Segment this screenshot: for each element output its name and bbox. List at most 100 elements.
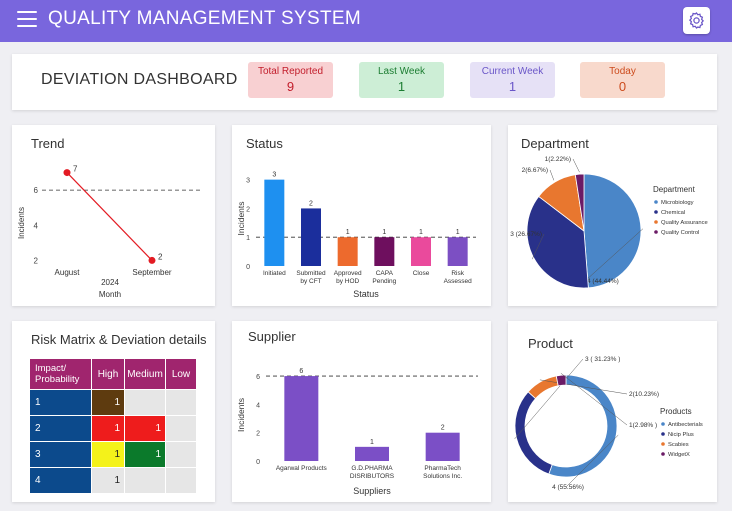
risk-row: 1 1 (29, 389, 197, 416)
legend-marker (654, 230, 658, 234)
risk-cell[interactable]: 1 (124, 415, 166, 442)
risk-cell[interactable] (124, 467, 166, 494)
x-tick-label: Submitted (296, 270, 326, 277)
legend-marker (661, 432, 665, 436)
supplier-chart: 0 2 4 6 6 Agarwal Products 1 G.D.PHARMADISRIBUT… (236, 368, 478, 496)
x-tick-label: Initiated (263, 270, 286, 277)
x-tick-label: PharmaTech (424, 465, 461, 472)
risk-cell[interactable] (124, 389, 166, 416)
department-chart: 4 (44.44%) 3 (26.67%) 2(6.67%) 1(2.22%) Depa… (510, 156, 708, 289)
slice-label: 4 (44.44%) (587, 278, 619, 285)
stat-current-week[interactable]: Current Week 1 (470, 62, 555, 98)
status-title: Status (246, 136, 283, 151)
slice-label: 2(6.67%) (522, 167, 548, 174)
slice-label: 4 (55.56%) (552, 484, 584, 491)
stat-value: 1 (397, 79, 406, 94)
stat-label: Last Week (377, 66, 426, 77)
slice-label: 1(2.22%) (545, 156, 571, 163)
department-card: Department 4 (44.44%) 3 (26.67%) 2(6.67%) 1… (508, 125, 717, 306)
risk-cell[interactable] (165, 415, 197, 442)
pie-slice (555, 374, 567, 387)
y-tick-label: 6 (256, 374, 260, 381)
trend-title: Trend (31, 136, 65, 151)
stat-label: Today (609, 66, 636, 77)
trend-chart: 2 4 6 7 2 August September 2024 Month Incidents (17, 165, 202, 299)
stat-value: 9 (286, 79, 295, 94)
risk-cell[interactable]: 1 (91, 389, 125, 416)
legend-label: Scabies (668, 442, 689, 448)
risk-matrix-card: Risk Matrix & Deviation details Impact/ … (12, 321, 215, 502)
legend-marker (661, 422, 665, 426)
legend-marker (661, 452, 665, 456)
stat-last-week[interactable]: Last Week 1 (359, 62, 444, 98)
risk-header-low: Low (165, 358, 197, 390)
risk-cell[interactable]: 1 (91, 415, 125, 442)
risk-matrix-title: Risk Matrix & Deviation details (31, 332, 207, 347)
x-tick-label: Assessed (444, 278, 473, 285)
pie-slice (527, 375, 559, 400)
risk-level: 1 (29, 389, 92, 416)
risk-cell[interactable] (165, 467, 197, 494)
risk-cell[interactable] (165, 389, 197, 416)
risk-row: 3 1 1 (29, 441, 197, 468)
stat-total-reported[interactable]: Total Reported 9 (248, 62, 333, 98)
x-sublabel: 2024 (101, 278, 119, 287)
product-title: Product (528, 336, 573, 351)
risk-level: 3 (29, 441, 92, 468)
product-card: Product 4 (55.56%) 3 ( 31.23% ) 2(10.23%) 1… (508, 321, 717, 502)
stat-label: Total Reported (257, 66, 324, 77)
bar (264, 179, 285, 266)
risk-level: 4 (29, 467, 92, 494)
risk-cell[interactable] (165, 441, 197, 468)
x-tick-label: Close (413, 270, 430, 277)
stat-value: 0 (618, 79, 627, 94)
leader-line (549, 169, 555, 181)
y-tick-label: 1 (246, 235, 250, 242)
department-title: Department (521, 136, 589, 151)
pie-slice (583, 173, 642, 289)
y-tick-label: 2 (256, 431, 260, 438)
stat-today[interactable]: Today 0 (580, 62, 665, 98)
settings-button[interactable] (683, 7, 710, 34)
risk-cell[interactable]: 1 (124, 441, 166, 468)
y-tick-label: 2 (246, 206, 250, 213)
legend-marker (654, 200, 658, 204)
y-tick-label: 0 (246, 264, 250, 271)
menu-icon[interactable] (17, 11, 37, 29)
legend-label: WidgetX (668, 452, 690, 458)
bar (425, 432, 460, 461)
y-tick-label: 4 (256, 402, 260, 409)
risk-header-high: High (91, 358, 125, 390)
legend-marker (661, 442, 665, 446)
data-point (148, 256, 156, 264)
leader-line (539, 379, 628, 395)
x-tick-label: by CFT (300, 278, 321, 285)
supplier-title: Supplier (248, 329, 296, 344)
risk-cell[interactable]: 1 (91, 441, 125, 468)
risk-cell[interactable]: 1 (91, 467, 125, 494)
app-title: QUALITY MANAGEMENT SYSTEM (48, 8, 361, 29)
y-tick-label: 3 (246, 178, 250, 185)
legend-label: Microbiology (661, 200, 694, 206)
y-axis-title: Incidents (236, 398, 246, 432)
bar (355, 446, 389, 461)
y-tick-label: 6 (34, 186, 39, 195)
bar (411, 237, 431, 266)
data-label: 2 (158, 252, 163, 261)
bar (284, 376, 319, 461)
x-tick-label: Approved (334, 270, 362, 277)
risk-row: 2 1 1 (29, 415, 197, 442)
bar (447, 237, 468, 266)
leader-line (514, 358, 584, 440)
x-axis-title: Suppliers (353, 486, 391, 496)
y-tick-label: 2 (34, 256, 39, 265)
x-tick-label: DISRIBUTORS (350, 473, 395, 480)
bar (337, 237, 358, 266)
risk-header-impact: Impact/ Probability (29, 358, 92, 390)
legend-label: Quality Assurance (661, 220, 708, 226)
legend-title: Products (660, 407, 692, 416)
gear-icon (688, 12, 705, 29)
legend-label: Chemical (661, 210, 685, 216)
dashboard-header-card: DEVIATION DASHBOARD Total Reported 9 Las… (12, 54, 717, 110)
